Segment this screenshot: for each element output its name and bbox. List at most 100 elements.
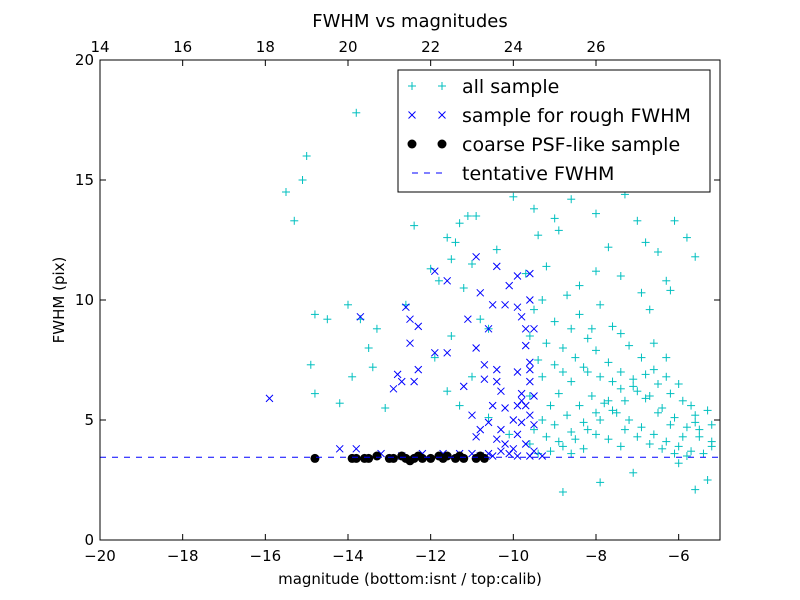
data-point xyxy=(596,416,605,424)
data-point xyxy=(517,312,526,321)
data-point xyxy=(538,452,547,460)
data-point xyxy=(530,425,538,434)
data-point xyxy=(592,267,600,276)
data-point xyxy=(707,420,716,429)
data-point xyxy=(695,425,704,434)
data-point xyxy=(538,372,547,381)
legend-swatch xyxy=(407,139,417,149)
data-point xyxy=(497,425,505,434)
legend-swatch xyxy=(408,82,416,90)
data-point xyxy=(645,440,654,448)
data-point xyxy=(488,452,497,460)
legend-label: tentative FWHM xyxy=(462,163,614,185)
data-point xyxy=(472,432,480,441)
data-point xyxy=(488,300,497,309)
data-point xyxy=(558,488,567,496)
data-point xyxy=(645,392,654,400)
top-x-tick-label: 20 xyxy=(338,38,357,56)
legend-label: sample for rough FWHM xyxy=(462,105,691,127)
data-point xyxy=(695,432,704,441)
data-point xyxy=(455,401,464,410)
data-point xyxy=(488,401,497,410)
data-point xyxy=(530,305,538,314)
data-point xyxy=(430,267,439,276)
data-point xyxy=(517,418,526,427)
x-tick-label: −12 xyxy=(415,547,447,565)
data-point xyxy=(612,408,621,417)
data-point xyxy=(542,432,551,441)
data-point xyxy=(310,310,319,319)
data-point xyxy=(430,348,439,357)
data-point xyxy=(608,322,617,331)
data-point xyxy=(583,334,592,343)
data-point xyxy=(641,394,650,403)
data-point xyxy=(662,276,671,285)
data-point xyxy=(579,444,588,453)
data-point xyxy=(306,360,315,369)
data-point xyxy=(410,377,418,386)
data-point xyxy=(472,344,480,352)
data-point xyxy=(587,392,596,400)
data-point xyxy=(530,420,538,429)
data-point xyxy=(558,344,567,352)
data-point xyxy=(364,344,373,352)
data-point xyxy=(534,231,543,240)
data-point xyxy=(670,216,679,225)
data-point xyxy=(554,437,563,446)
data-point xyxy=(629,375,638,384)
data-point xyxy=(290,216,299,225)
x-tick-label: −8 xyxy=(585,547,607,565)
data-point xyxy=(654,408,662,417)
data-point xyxy=(472,252,480,261)
data-point xyxy=(699,449,708,458)
data-point xyxy=(265,394,274,403)
data-point xyxy=(596,300,605,309)
data-point xyxy=(513,272,522,280)
data-point xyxy=(546,447,555,456)
data-point xyxy=(526,269,534,278)
top-x-tick-label: 16 xyxy=(173,38,192,56)
data-point xyxy=(567,449,576,458)
data-point xyxy=(525,440,534,448)
legend-swatch xyxy=(438,111,446,119)
data-point xyxy=(625,341,634,350)
data-point xyxy=(352,444,361,453)
data-point xyxy=(542,339,551,348)
data-point xyxy=(451,238,460,247)
data-point xyxy=(633,432,642,441)
data-point xyxy=(592,430,600,439)
data-point xyxy=(674,442,683,451)
data-point xyxy=(526,296,534,304)
data-point xyxy=(575,401,584,410)
data-point xyxy=(447,255,456,264)
data-point xyxy=(484,324,493,333)
data-point xyxy=(426,453,436,463)
data-point xyxy=(550,360,559,369)
data-point xyxy=(658,444,667,453)
data-point xyxy=(525,332,534,340)
data-point xyxy=(323,315,332,324)
data-point xyxy=(678,432,687,441)
data-point xyxy=(492,435,501,444)
data-point xyxy=(464,315,472,324)
data-point xyxy=(479,453,489,463)
data-point xyxy=(509,192,518,201)
data-point xyxy=(571,435,580,444)
data-point xyxy=(687,447,696,456)
data-point xyxy=(497,447,505,456)
data-point xyxy=(616,329,625,338)
top-x-tick-label: 26 xyxy=(586,38,605,56)
data-point xyxy=(480,360,489,369)
data-point xyxy=(620,396,629,405)
data-point xyxy=(530,324,538,333)
data-point xyxy=(517,389,526,398)
y-tick-label: 20 xyxy=(75,51,94,69)
data-point xyxy=(443,348,452,357)
data-point xyxy=(352,108,361,117)
data-point xyxy=(558,368,567,376)
data-point xyxy=(434,276,443,285)
data-point xyxy=(550,317,559,326)
legend-entry: tentative FWHM xyxy=(412,163,614,185)
data-point xyxy=(666,420,675,429)
data-point xyxy=(521,341,530,350)
